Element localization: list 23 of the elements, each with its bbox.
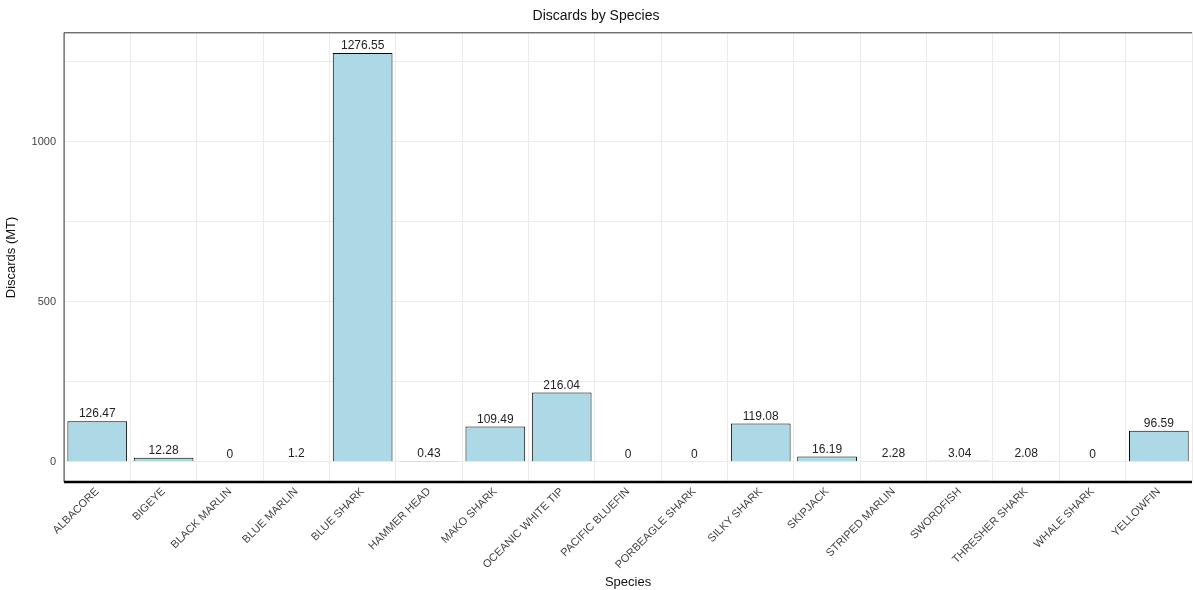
y-tick-label: 1000 [31,134,57,147]
data-label: 3.04 [948,445,972,460]
y-axis-title: Discards (MT) [3,216,19,299]
chart-title: Discards by Species [532,7,660,24]
data-label: 216.04 [543,377,581,392]
data-label: 2.28 [881,446,906,461]
data-label: 0 [226,446,234,461]
data-label: 0 [691,446,699,461]
x-axis-title: Species [604,573,652,589]
data-label: 0 [1089,446,1097,461]
y-tick-label: 500 [37,294,57,307]
y-tick-label: 0 [49,454,57,467]
data-label: 1.2 [287,446,305,461]
data-label: 109.49 [476,411,515,426]
data-label: 0.43 [417,446,441,461]
data-label: 16.19 [812,441,843,456]
data-label: 2.08 [1014,446,1039,461]
data-label: 0 [624,446,632,461]
data-label: 119.08 [742,408,779,423]
data-label: 96.59 [1143,416,1175,431]
data-label: 1276.55 [340,38,385,53]
data-label: 12.28 [148,443,179,458]
data-label: 126.47 [78,406,116,421]
